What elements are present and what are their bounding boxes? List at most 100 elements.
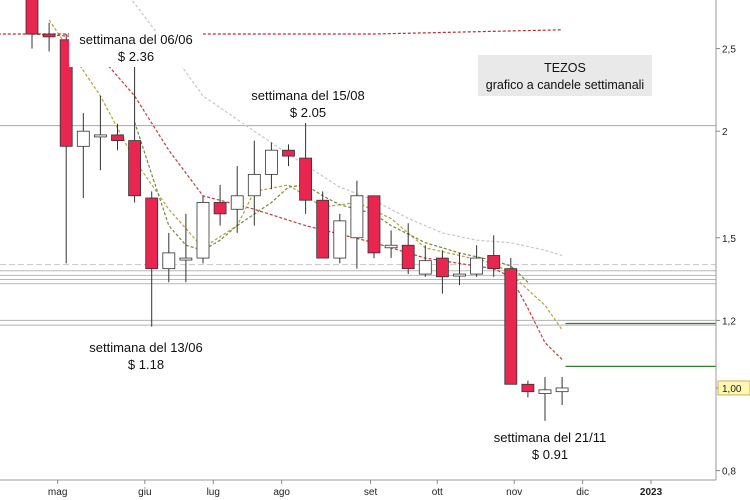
candle-body <box>230 195 244 210</box>
candle-26 <box>470 245 484 277</box>
x-tick-label: set <box>364 487 378 498</box>
x-tick-label: 2023 <box>640 487 663 498</box>
x-tick-label: dic <box>576 487 589 498</box>
annotation-price: $ 0.91 <box>532 447 568 462</box>
candle-7 <box>145 191 159 327</box>
candle-body <box>247 173 261 197</box>
annotation-price: $ 2.05 <box>290 105 326 120</box>
candle-0 <box>25 0 39 49</box>
candle-6 <box>128 63 142 203</box>
y-tick-label: 0,8 <box>722 467 736 478</box>
candle-body <box>453 273 466 277</box>
candle-27 <box>487 235 501 277</box>
candle-29 <box>521 380 535 398</box>
y-tick-label: 2 <box>722 127 728 138</box>
y-tick-label: 1,2 <box>722 316 736 327</box>
candles <box>25 0 569 421</box>
annotation-date: settimana del 15/08 <box>251 88 364 103</box>
candle-body <box>521 383 535 393</box>
candle-body <box>333 220 347 259</box>
chart-title: TEZOS <box>544 61 586 75</box>
x-tick-label: ago <box>273 487 290 498</box>
candle-body <box>555 387 569 393</box>
candle-body <box>316 199 330 259</box>
candle-31 <box>555 377 569 406</box>
candle-body <box>94 134 107 138</box>
candle-body <box>128 140 142 197</box>
candle-body <box>42 33 56 38</box>
candle-16 <box>299 122 313 214</box>
candle-body <box>401 244 415 270</box>
candle-8 <box>162 232 176 283</box>
y-tick-label: 1,5 <box>722 234 736 245</box>
candle-body <box>264 149 278 175</box>
candle-17 <box>316 191 330 259</box>
candle-3 <box>76 113 90 198</box>
candle-body <box>179 257 193 261</box>
candle-9 <box>179 213 193 283</box>
candle-10 <box>196 195 210 264</box>
moving-average-2 <box>134 121 529 283</box>
candle-18 <box>333 213 347 264</box>
annotations: settimana del 06/06 $ 2.36 settimana del 1… <box>69 31 617 465</box>
candle-body <box>25 0 39 35</box>
candle-body <box>76 130 90 147</box>
candle-11 <box>213 184 227 226</box>
candle-21 <box>384 230 398 259</box>
candle-body <box>111 134 124 141</box>
annotation-3: settimana del 21/11 $ 0.91 <box>483 429 617 465</box>
candle-14 <box>264 142 278 190</box>
candle-25 <box>453 252 466 286</box>
candle-body <box>213 202 227 215</box>
candle-body <box>384 244 398 249</box>
candle-body <box>350 195 364 239</box>
annotation-bg <box>483 429 617 465</box>
candle-30 <box>538 377 552 421</box>
annotation-bg <box>69 31 203 67</box>
x-tick-label: giu <box>138 487 151 498</box>
candle-13 <box>247 140 261 226</box>
candle-24 <box>435 250 449 294</box>
candle-body <box>504 268 518 385</box>
candle-15 <box>282 144 295 167</box>
x-tick-label: lug <box>207 487 220 498</box>
chart-subtitle: grafico a candele settimanali <box>486 78 644 92</box>
candle-20 <box>367 195 381 259</box>
support-lines <box>0 125 716 326</box>
title-box: TEZOS grafico a candele settimanali <box>478 55 652 96</box>
candle-body <box>418 260 432 275</box>
candle-4 <box>94 95 107 171</box>
candle-body <box>196 202 210 259</box>
candle-23 <box>418 245 432 277</box>
x-tick-label: nov <box>506 487 522 498</box>
annotation-0: settimana del 06/06 $ 2.36 <box>69 31 203 67</box>
annotation-1: settimana del 15/08 $ 2.05 <box>241 87 375 123</box>
candle-19 <box>350 180 364 269</box>
current-price-label: 1,00 <box>722 384 742 395</box>
candle-22 <box>401 223 415 275</box>
annotation-date: settimana del 21/11 <box>494 430 607 445</box>
candle-body <box>367 195 381 254</box>
candle-body <box>487 255 501 270</box>
title-box-bg <box>478 55 652 96</box>
annotation-date: settimana del 13/06 <box>89 340 202 355</box>
candle-body <box>538 389 552 394</box>
candle-body <box>282 149 295 157</box>
candle-body <box>299 157 313 201</box>
x-axis: mag giu lug ago set ott nov dic 2023 <box>48 480 663 498</box>
candle-body <box>435 257 449 278</box>
annotation-price: $ 1.18 <box>128 357 164 372</box>
annotation-date: settimana del 06/06 <box>79 32 192 47</box>
annotation-2: settimana del 13/06 $ 1.18 <box>79 339 213 375</box>
x-tick-label: ott <box>432 487 443 498</box>
x-tick-label: mag <box>48 487 67 498</box>
y-axis: 2,521,51,21,000,81,00 <box>716 45 750 478</box>
annotation-price: $ 2.36 <box>118 49 154 64</box>
y-tick-label: 2,5 <box>722 45 736 56</box>
candle-28 <box>504 258 518 385</box>
candle-1 <box>42 22 56 52</box>
candle-5 <box>111 123 124 151</box>
annotation-bg <box>79 339 213 375</box>
candle-12 <box>230 166 244 233</box>
